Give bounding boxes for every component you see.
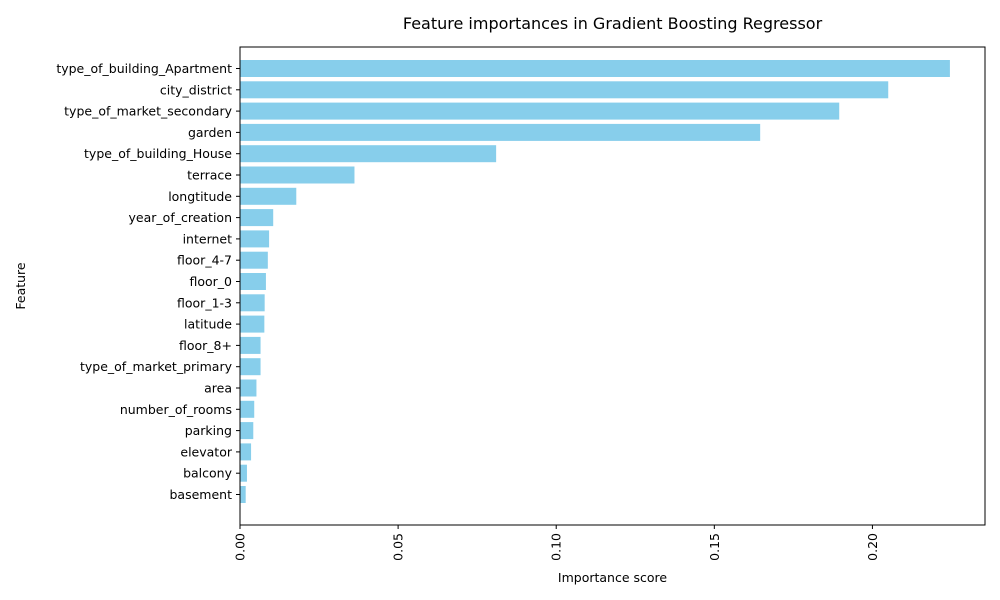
bar-elevator — [240, 443, 252, 461]
y-tick-label: balcony — [183, 466, 233, 481]
x-tick-label: 0.05 — [391, 533, 406, 561]
y-tick-label: area — [204, 381, 232, 396]
y-tick-label: type_of_market_primary — [80, 359, 233, 374]
bar-year_of_creation — [240, 209, 274, 227]
plot-frame — [239, 46, 986, 526]
bar-longtitude — [240, 187, 297, 205]
bar-garden — [240, 123, 761, 141]
bar-floor_8+ — [240, 336, 261, 354]
y-tick-label: internet — [183, 231, 233, 246]
y-tick-label: parking — [185, 423, 232, 438]
chart-title: Feature importances in Gradient Boosting… — [403, 14, 823, 33]
y-tick-label: type_of_building_House — [84, 146, 232, 161]
bar-floor_4-7 — [240, 251, 268, 269]
y-tick-label: type_of_building_Apartment — [56, 61, 232, 76]
y-tick-label: number_of_rooms — [120, 402, 232, 417]
x-tick-label: 0.15 — [707, 533, 722, 561]
x-tick-label: 0.00 — [233, 533, 248, 561]
x-tick-labels: 0.00 0.05 0.10 0.15 0.20 — [233, 525, 880, 561]
bars-group — [240, 60, 950, 503]
y-tick-label: floor_1-3 — [177, 295, 232, 310]
bar-basement — [240, 486, 246, 503]
y-tick-label: type_of_market_secondary — [64, 104, 232, 119]
x-tick-label: 0.20 — [865, 533, 880, 561]
y-axis-label: Feature — [13, 262, 28, 310]
y-tick-label: basement — [170, 487, 233, 502]
bar-terrace — [240, 166, 355, 184]
y-tick-label: floor_0 — [189, 274, 232, 289]
x-axis-label: Importance score — [558, 570, 668, 585]
bar-type_of_market_primary — [240, 358, 261, 376]
y-tick-label: floor_8+ — [179, 338, 232, 353]
bar-area — [240, 379, 257, 397]
bar-type_of_building_Apartment — [240, 60, 950, 77]
bar-latitude — [240, 315, 265, 333]
y-tick-label: elevator — [180, 444, 232, 459]
x-tick-label: 0.10 — [549, 533, 564, 561]
y-tick-label: year_of_creation — [129, 210, 232, 225]
bar-internet — [240, 230, 270, 248]
bar-floor_1-3 — [240, 294, 265, 312]
bar-balcony — [240, 464, 247, 482]
bar-parking — [240, 422, 254, 440]
bar-type_of_building_House — [240, 145, 497, 163]
y-tick-label: garden — [188, 125, 232, 140]
y-tick-label: longtitude — [168, 189, 232, 204]
bar-floor_0 — [240, 273, 266, 290]
bar-city_district — [240, 81, 889, 99]
bar-type_of_market_secondary — [240, 102, 840, 120]
y-tick-label: floor_4-7 — [177, 253, 232, 268]
y-tick-label: latitude — [184, 317, 232, 332]
y-tick-label: city_district — [160, 82, 232, 97]
y-tick-label: terrace — [187, 168, 232, 183]
bar-number_of_rooms — [240, 400, 255, 418]
y-tick-labels: type_of_building_Apartment city_districtt… — [56, 61, 240, 502]
